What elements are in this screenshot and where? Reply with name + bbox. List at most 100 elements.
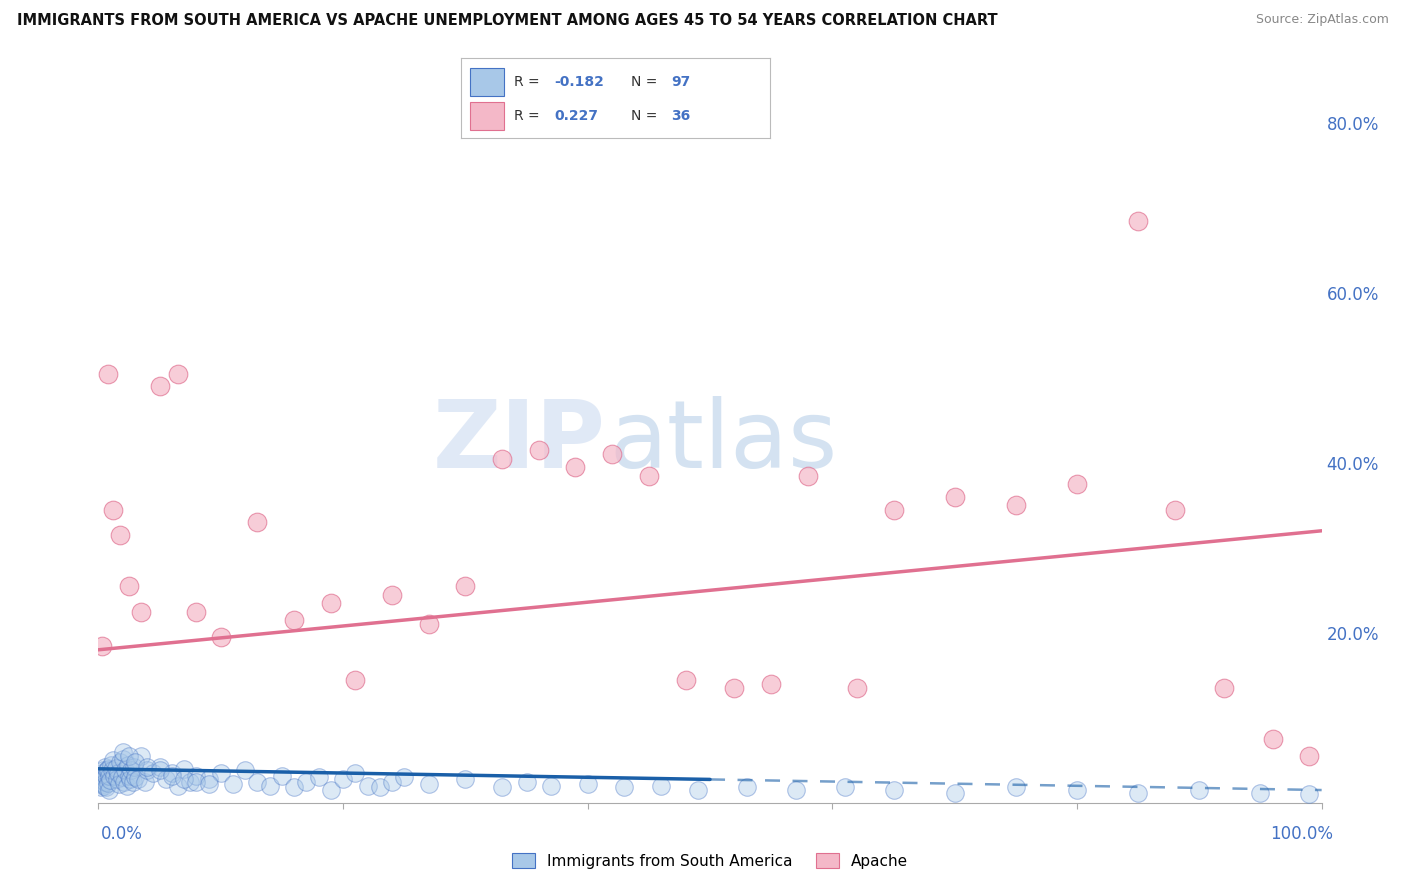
Point (797, 468, 820, 483)
Point (97, 367, 120, 381)
Point (120, 772, 142, 786)
Point (96, 780, 118, 795)
Point (117, 757, 139, 772)
Text: 36: 36 (672, 109, 690, 123)
Point (90, 780, 112, 794)
Point (98, 769, 121, 783)
Point (160, 769, 183, 783)
Point (127, 772, 149, 786)
Point (167, 367, 190, 381)
Point (179, 774, 201, 789)
Point (283, 613, 305, 627)
Point (101, 764, 124, 778)
Point (516, 774, 538, 789)
Point (527, 443, 550, 458)
Point (308, 770, 330, 784)
Point (115, 779, 138, 793)
Point (155, 772, 177, 786)
FancyBboxPatch shape (471, 68, 505, 96)
Point (283, 780, 305, 795)
Point (943, 786, 966, 800)
Point (1298, 749, 1320, 764)
Point (332, 772, 354, 786)
Point (129, 605, 152, 619)
Point (186, 769, 208, 783)
Point (356, 779, 378, 793)
Point (381, 774, 404, 789)
Point (1250, 786, 1272, 800)
Point (1128, 786, 1150, 800)
Point (167, 779, 190, 793)
Point (186, 605, 208, 619)
Point (124, 770, 146, 784)
Point (1164, 502, 1187, 516)
Point (97, 783, 120, 797)
Point (124, 755, 146, 769)
Point (1298, 787, 1320, 801)
Point (114, 764, 136, 778)
Point (454, 579, 477, 593)
Point (103, 769, 125, 783)
Point (118, 749, 141, 764)
Point (344, 766, 367, 780)
Point (98, 772, 121, 787)
Point (149, 764, 172, 778)
Point (129, 749, 152, 764)
Point (101, 502, 124, 516)
Point (259, 779, 281, 793)
Point (883, 783, 905, 797)
Point (209, 766, 232, 780)
Point (118, 769, 141, 783)
Point (381, 588, 404, 602)
Point (576, 777, 599, 791)
Point (233, 764, 256, 778)
Point (110, 528, 132, 542)
Point (392, 770, 416, 784)
Text: R =: R = (513, 75, 544, 89)
Point (136, 760, 159, 774)
Point (845, 681, 868, 695)
Point (105, 772, 128, 786)
Point (100, 757, 122, 772)
Point (97, 776, 120, 790)
Point (108, 777, 131, 791)
Point (149, 379, 172, 393)
Point (491, 780, 513, 795)
Point (418, 617, 440, 632)
Point (723, 681, 745, 695)
Text: 0.227: 0.227 (554, 109, 598, 123)
Point (91, 639, 114, 653)
Point (761, 677, 783, 691)
Point (110, 755, 132, 769)
Point (270, 769, 294, 783)
Point (613, 780, 636, 795)
Point (650, 779, 672, 793)
Point (319, 783, 342, 797)
Point (209, 630, 232, 644)
Point (600, 447, 623, 461)
Point (90, 772, 112, 786)
Point (112, 774, 135, 789)
Point (246, 516, 269, 530)
Point (344, 673, 367, 687)
Text: 100.0%: 100.0% (1270, 825, 1333, 843)
Point (686, 783, 709, 797)
Point (735, 780, 758, 795)
Point (111, 745, 134, 759)
Point (94, 769, 117, 783)
Point (173, 762, 195, 776)
Point (454, 772, 477, 786)
Point (97, 762, 120, 776)
Point (93, 760, 115, 774)
Point (89, 774, 111, 789)
Point (368, 780, 391, 795)
Point (96, 763, 118, 777)
Point (1212, 681, 1234, 695)
Point (785, 783, 807, 797)
FancyBboxPatch shape (471, 103, 505, 130)
Text: atlas: atlas (610, 395, 838, 488)
Point (1004, 780, 1026, 795)
Point (93, 779, 115, 793)
Point (1188, 783, 1211, 797)
Point (222, 777, 245, 791)
